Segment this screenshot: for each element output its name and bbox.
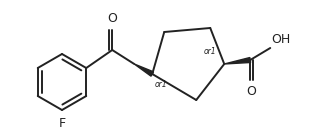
Polygon shape [224, 58, 251, 64]
Text: O: O [107, 12, 117, 25]
Text: F: F [58, 117, 66, 130]
Text: or1: or1 [154, 80, 167, 89]
Polygon shape [134, 64, 154, 76]
Text: or1: or1 [204, 47, 216, 56]
Text: OH: OH [271, 33, 290, 46]
Text: O: O [246, 85, 256, 98]
